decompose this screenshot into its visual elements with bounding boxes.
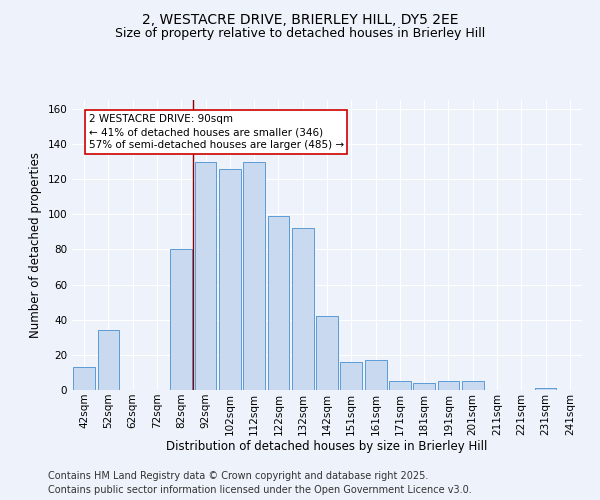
Bar [97,330,119,390]
Bar [340,362,362,390]
Text: Contains public sector information licensed under the Open Government Licence v3: Contains public sector information licen… [48,485,472,495]
Bar [316,316,338,390]
Y-axis label: Number of detached properties: Number of detached properties [29,152,42,338]
Text: 2 WESTACRE DRIVE: 90sqm
← 41% of detached houses are smaller (346)
57% of semi-d: 2 WESTACRE DRIVE: 90sqm ← 41% of detache… [89,114,344,150]
Bar [219,168,241,390]
Bar [194,162,217,390]
Bar [170,250,192,390]
Bar [365,360,386,390]
Bar [413,383,435,390]
Bar [268,216,289,390]
Text: 2, WESTACRE DRIVE, BRIERLEY HILL, DY5 2EE: 2, WESTACRE DRIVE, BRIERLEY HILL, DY5 2E… [142,12,458,26]
Bar [243,162,265,390]
Bar [462,381,484,390]
Bar [73,367,95,390]
Text: Contains HM Land Registry data © Crown copyright and database right 2025.: Contains HM Land Registry data © Crown c… [48,471,428,481]
Bar [535,388,556,390]
Bar [389,381,411,390]
X-axis label: Distribution of detached houses by size in Brierley Hill: Distribution of detached houses by size … [166,440,488,454]
Text: Size of property relative to detached houses in Brierley Hill: Size of property relative to detached ho… [115,28,485,40]
Bar [292,228,314,390]
Bar [437,381,460,390]
